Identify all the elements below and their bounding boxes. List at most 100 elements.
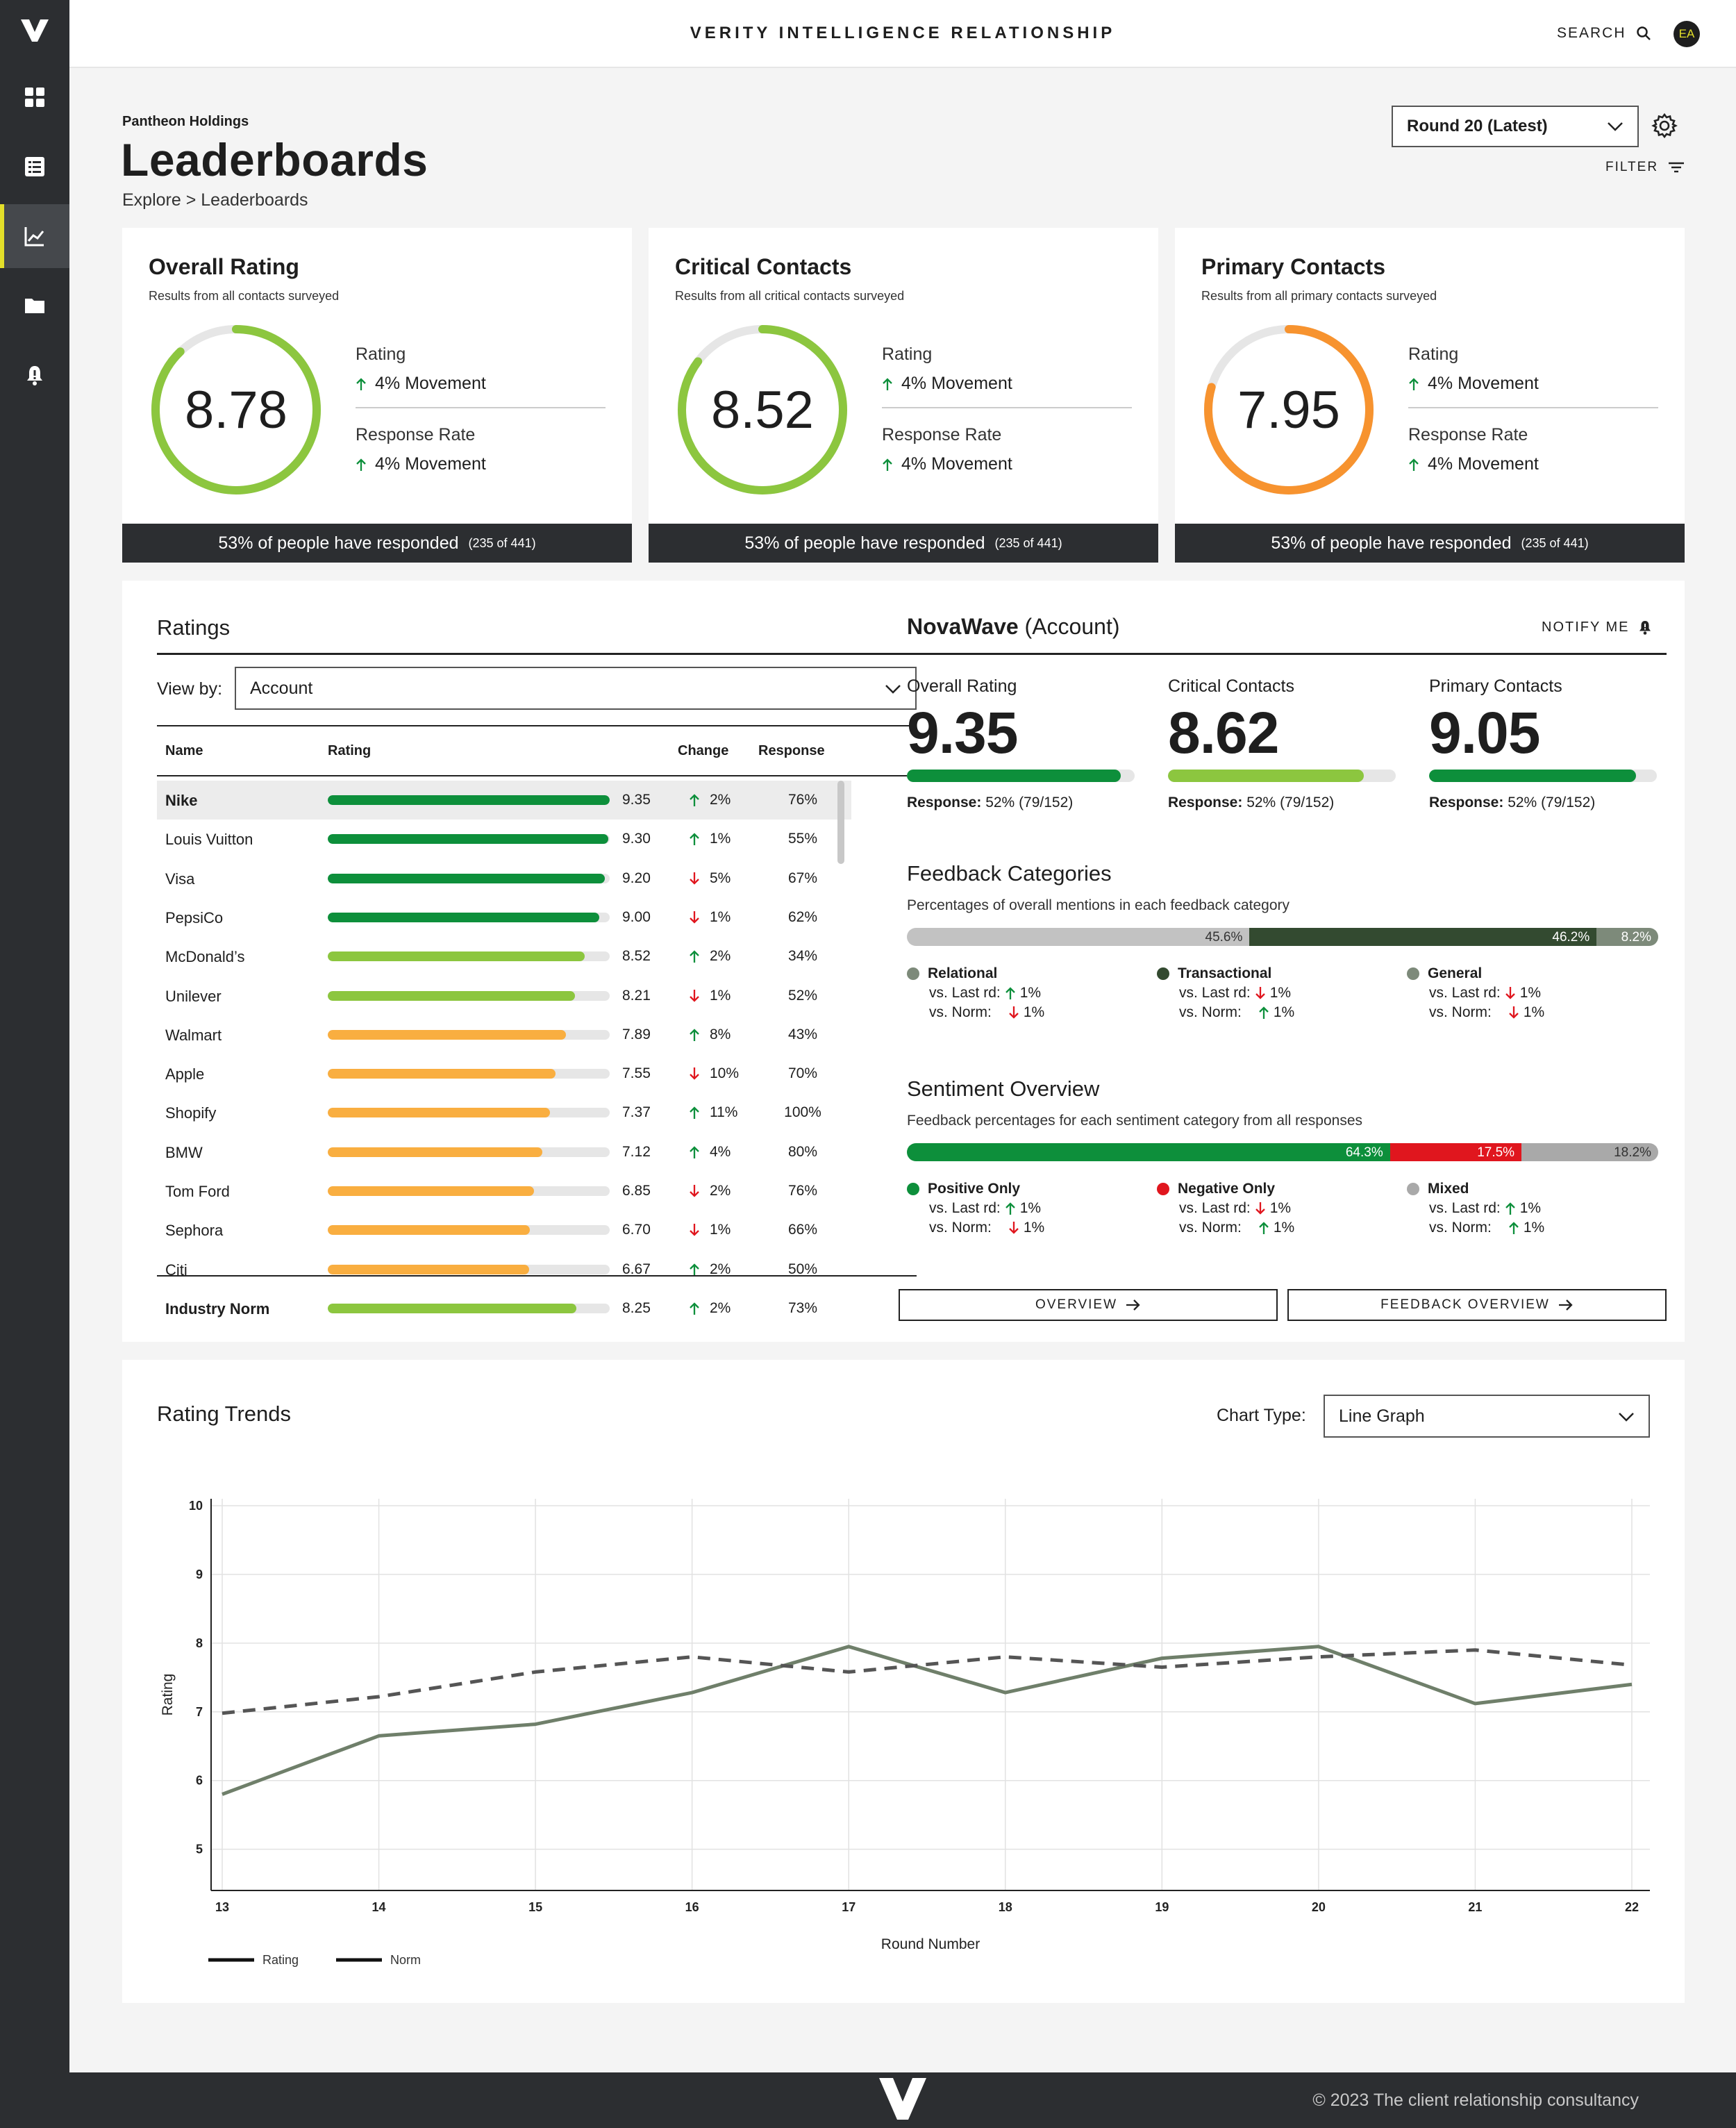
sidebar-item-folder[interactable] [0,274,69,338]
filter-label: FILTER [1605,160,1659,174]
legend-dot [1407,1183,1419,1195]
table-row[interactable]: Tom Ford 6.85 2% 76% [157,1172,851,1211]
table-row[interactable]: Louis Vuitton 9.30 1% 55% [157,820,851,858]
arrow-up-icon [1409,458,1419,471]
divider [157,653,917,655]
breadcrumb[interactable]: Explore > Leaderboards [122,190,308,210]
rating-trends-chart: 5 6 7 8 9 10 13 14 15 16 17 18 19 20 21 22 Round Number R… [160,1499,1650,1967]
table-row[interactable]: Unilever 8.21 1% 52% [157,976,851,1015]
arrow-up-icon [883,458,892,471]
arrow-up-icon [1259,1006,1269,1019]
row-change: 1% [689,1222,731,1238]
account-metric: Primary Contacts 9.05 Response: 52% (79/15… [1429,676,1665,811]
arrow-up-icon [690,833,699,846]
row-rating: 9.35 [622,792,651,808]
arrow-down-icon [1009,1222,1019,1234]
norm-value: 1% [1273,1004,1295,1020]
table-row[interactable]: Sephora 6.70 1% 66% [157,1211,851,1249]
x-tick-label: 19 [1155,1900,1169,1914]
response-rate-label: Response Rate [356,425,476,444]
rating-movement: 4% Movement [356,374,486,394]
rating-bar [328,1069,610,1079]
column-header-response[interactable]: Response [758,743,825,758]
response-movement-text: 4% Movement [901,454,1012,474]
score-card[interactable]: Primary Contacts Results from all primary… [1175,228,1685,563]
column-header-name[interactable]: Name [165,743,203,758]
top-bar: VERITY INTELLIGENCE RELATIONSHIP SEARCH … [69,0,1736,68]
table-row[interactable]: Shopify 7.37 11% 100% [157,1093,851,1132]
rating-bar [328,1147,610,1157]
table-row[interactable]: Walmart 7.89 8% 43% [157,1015,851,1054]
legend-label: Norm [390,1953,421,1967]
last-round-value: 1% [1519,1200,1542,1216]
segment-label: 17.5% [1477,1145,1515,1160]
arrow-down-icon [690,989,699,1002]
last-round-value: 1% [1019,985,1042,1001]
table-row[interactable]: McDonald’s 8.52 2% 34% [157,937,851,976]
divider [157,725,917,726]
verity-logo-icon[interactable] [21,19,49,42]
rating-label: Rating [1408,344,1459,364]
table-scrollbar[interactable] [837,781,844,864]
search-button[interactable]: SEARCH [1557,25,1651,42]
card-title: Critical Contacts [675,254,852,279]
metric-response-value: 52% (79/152) [985,795,1074,811]
round-select[interactable]: Round 20 (Latest) [1392,106,1639,147]
last-round-value: 1% [1019,1200,1042,1216]
overview-button[interactable]: OVERVIEW [899,1289,1278,1321]
norm-row[interactable]: Industry Norm 8.25 2% 73% [157,1289,851,1328]
column-header-change[interactable]: Change [678,743,729,758]
list-icon [25,157,44,176]
row-response: 62% [787,908,818,925]
series-line-rating [222,1645,1633,1796]
gear-icon[interactable] [1651,113,1678,139]
sidebar-item-list[interactable] [0,135,69,199]
feedback-stacked-bar: 45.6% 46.2% 8.2% [907,928,1658,946]
last-round-label: vs. Last rd: [1429,1200,1501,1216]
divider [157,1275,917,1277]
table-row[interactable]: PepsiCo 9.00 1% 62% [157,898,851,937]
rating-bar [328,873,610,883]
row-change: 1% [689,988,731,1004]
norm-value: 1% [1023,1004,1045,1020]
arrow-up-icon [690,794,699,806]
row-response: 34% [787,948,818,965]
sidebar-item-alerts[interactable] [0,343,69,407]
norm-label: vs. Norm: [1179,1004,1242,1020]
view-by-select[interactable]: Account [235,667,917,710]
norm-label: vs. Norm: [929,1004,992,1020]
column-header-rating[interactable]: Rating [328,743,372,758]
sidebar-item-dashboard[interactable] [0,65,69,129]
arrow-up-icon [356,458,366,471]
avatar[interactable]: EA [1674,21,1700,47]
rating-bar [328,951,610,962]
row-change: 2% [689,1183,731,1199]
arrow-down-icon [690,911,699,924]
sidebar-item-analytics[interactable] [0,204,69,268]
legend-name: General [1428,965,1483,981]
table-row[interactable]: Citi 6.67 2% 50% [157,1250,851,1289]
rating-bar-fill [328,1225,530,1236]
table-row[interactable]: Visa 9.20 5% 67% [157,859,851,898]
notify-me-button[interactable]: NOTIFY ME [1542,620,1652,635]
last-round-label: vs. Last rd: [929,985,1001,1001]
account-type: (Account) [1024,614,1120,639]
score-card[interactable]: Critical Contacts Results from all critic… [649,228,1158,563]
table-row[interactable]: Nike 9.35 2% 76% [157,781,851,820]
row-change-text: 10% [710,1065,740,1082]
feedback-overview-button[interactable]: FEEDBACK OVERVIEW [1287,1289,1667,1321]
view-by-value: Account [250,678,313,698]
last-round-value: 1% [1269,985,1292,1001]
stack-segment: 45.6% [907,928,1250,946]
metric-value: 9.35 [907,700,1019,765]
table-row[interactable]: BMW 7.12 4% 80% [157,1133,851,1172]
table-row[interactable]: Apple 7.55 10% 70% [157,1054,851,1093]
chart-type-select[interactable]: Line Graph [1324,1395,1650,1438]
row-change-text: 2% [710,1183,731,1199]
gauge-fill [1204,325,1374,494]
rating-bar [328,1108,610,1118]
filter-button[interactable]: FILTER [1605,160,1685,175]
round-select-value: Round 20 (Latest) [1407,117,1548,135]
score-gauge [151,325,321,494]
score-card[interactable]: Overall Rating Results from all contacts … [122,228,632,563]
